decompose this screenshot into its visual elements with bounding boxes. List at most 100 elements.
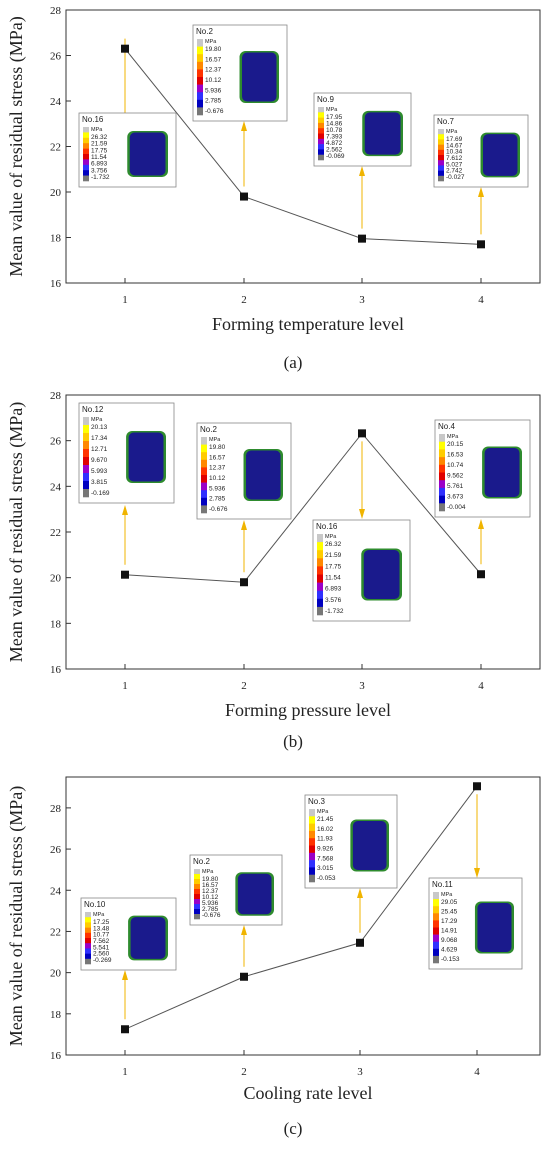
legend-value: 3.576: [325, 597, 342, 604]
legend-unit-label: MPa: [209, 437, 221, 443]
y-tick-label: 18: [50, 1009, 62, 1021]
legend-color-bar: [201, 437, 207, 514]
legend-value: 26.32: [91, 134, 108, 141]
legend-value: 12.37: [209, 465, 226, 472]
chart-panel-2: 16 18 20 22 24 26 28 1 2 3 4 Forming pressure level…: [6, 390, 541, 751]
legend-color-bar: [83, 127, 89, 182]
x-tick-label: 2: [241, 680, 247, 692]
callout-arrow: [478, 187, 484, 235]
legend-value: 3.756: [91, 167, 108, 174]
legend-unit-label: MPa: [93, 912, 105, 918]
y-axis-title: Mean value of residual stress (MPa): [6, 16, 27, 276]
legend-value: 10.74: [447, 462, 464, 469]
y-tick-label: 22: [50, 926, 61, 938]
legend-value: 2.560: [93, 951, 110, 958]
legend-color-bar: [438, 129, 444, 182]
legend-color-bar: [318, 107, 324, 161]
legend-value: 17.34: [91, 435, 108, 442]
y-axis-title: Mean value of residual stress (MPa): [6, 402, 27, 662]
inset-title: No.10: [84, 900, 106, 909]
x-tick-label: 3: [359, 294, 365, 306]
legend-value: 4.629: [441, 947, 458, 954]
legend-value: 9.670: [91, 457, 108, 464]
legend-color-bar: [83, 417, 89, 498]
inset-title: No.2: [193, 857, 210, 866]
data-point-marker: [240, 578, 248, 587]
y-tick-label: 20: [50, 573, 62, 585]
specimen-contour: [474, 901, 514, 954]
legend-value: 16.57: [202, 882, 219, 889]
inset-title: No.2: [196, 27, 213, 36]
x-tick-label: 2: [241, 1066, 247, 1078]
y-tick-label: 28: [50, 5, 62, 17]
legend-unit-label: MPa: [205, 39, 217, 45]
legend-value: 10.34: [446, 149, 463, 156]
y-tick-label: 20: [50, 968, 62, 980]
legend-value: 17.75: [325, 563, 342, 570]
legend-value: 7.568: [317, 855, 334, 862]
contour-inset: No.10 MPa17.2513.4810.777.5625.5412.560-0…: [80, 897, 177, 971]
data-point-marker: [121, 1025, 129, 1034]
data-point-marker: [121, 44, 129, 53]
y-tick-label: 20: [50, 187, 62, 199]
legend-color-bar: [439, 434, 445, 512]
legend-value: 10.77: [93, 932, 110, 939]
callout-arrow: [241, 925, 247, 967]
legend-value: 12.37: [202, 888, 219, 895]
legend-value: 21.45: [317, 816, 334, 823]
legend-value: 29.05: [441, 899, 458, 906]
y-tick-label: 22: [50, 527, 61, 539]
data-point-marker: [358, 429, 366, 438]
legend-value: -0.069: [326, 153, 345, 160]
x-tick-label: 4: [474, 1066, 480, 1078]
x-tick-label: 4: [478, 294, 484, 306]
specimen-contour: [128, 915, 168, 961]
y-tick-label: 18: [50, 618, 62, 630]
data-point-marker: [240, 972, 248, 981]
data-point-marker: [121, 570, 129, 579]
legend-color-bar: [433, 892, 439, 964]
legend-value: 19.80: [209, 444, 226, 451]
callout-arrow: [122, 505, 128, 565]
legend-value: 10.12: [202, 894, 219, 901]
x-axis-title: Forming temperature level: [212, 314, 404, 334]
legend-value: 2.562: [326, 147, 343, 154]
inset-title: No.12: [82, 405, 104, 414]
callout-arrow: [122, 970, 128, 1020]
inset-title: No.16: [82, 115, 104, 124]
series-line: [124, 785, 478, 1030]
legend-value: 6.893: [91, 161, 108, 168]
legend-color-bar: [317, 534, 323, 616]
legend-value: 16.57: [205, 56, 222, 63]
legend-value: 17.25: [93, 919, 110, 926]
specimen-contour: [127, 131, 168, 177]
legend-value: 12.71: [91, 446, 108, 453]
legend-unit-label: MPa: [446, 129, 458, 135]
legend-value: 14.91: [441, 928, 458, 935]
legend-value: 13.48: [93, 925, 110, 932]
legend-value: -0.676: [209, 506, 228, 513]
legend-value: 4.872: [326, 140, 343, 147]
callout-arrow: [359, 441, 365, 519]
specimen-contour: [243, 449, 283, 501]
legend-value: 16.53: [447, 452, 464, 459]
legend-value: 2.785: [205, 98, 222, 105]
legend-unit-label: MPa: [91, 417, 103, 423]
specimen-contour: [235, 872, 274, 916]
specimen-contour: [361, 548, 402, 601]
legend-value: 10.12: [205, 77, 222, 84]
legend-value: 2.742: [446, 168, 463, 175]
legend-value: 6.893: [325, 586, 342, 593]
y-tick-label: 16: [50, 1050, 62, 1062]
panel-label: (b): [283, 732, 303, 751]
legend-value: -1.732: [325, 608, 344, 615]
legend-value: 11.54: [325, 575, 341, 582]
legend-color-bar: [197, 39, 203, 116]
legend-value: 5.761: [447, 483, 464, 490]
specimen-contour: [482, 446, 522, 499]
legend-unit-label: MPa: [326, 107, 338, 113]
